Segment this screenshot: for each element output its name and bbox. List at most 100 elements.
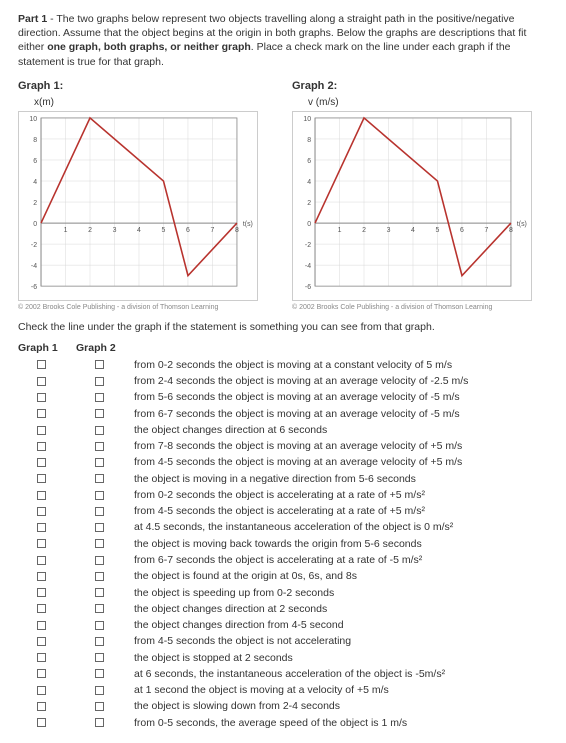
checkbox-graph2[interactable] xyxy=(95,637,104,646)
table-header: Graph 1 Graph 2 xyxy=(18,341,548,355)
checkbox-graph2[interactable] xyxy=(95,393,104,402)
graphs-row: Graph 1: x(m) 12345678-6-4-20246810t(s) … xyxy=(18,79,548,313)
graph-1-ylabel: x(m) xyxy=(34,96,274,110)
statement-row: at 4.5 seconds, the instantaneous accele… xyxy=(18,519,548,535)
checkbox-graph1[interactable] xyxy=(37,474,46,483)
svg-text:7: 7 xyxy=(485,227,489,234)
statement-text: the object changes direction at 2 second… xyxy=(134,601,548,617)
checkbox-graph1[interactable] xyxy=(37,556,46,565)
statement-row: from 4-5 seconds the object is accelerat… xyxy=(18,503,548,519)
svg-text:7: 7 xyxy=(211,227,215,234)
checkbox-graph1[interactable] xyxy=(37,604,46,613)
checkbox-graph2[interactable] xyxy=(95,572,104,581)
checkbox-graph2[interactable] xyxy=(95,718,104,727)
checkbox-graph2[interactable] xyxy=(95,539,104,548)
svg-text:-4: -4 xyxy=(31,263,37,270)
checkbox-graph2[interactable] xyxy=(95,588,104,597)
checkbox-graph2[interactable] xyxy=(95,458,104,467)
checkbox-graph1[interactable] xyxy=(37,718,46,727)
statement-text: from 0-2 seconds the object is moving at… xyxy=(134,357,548,373)
statement-text: from 0-2 seconds the object is accelerat… xyxy=(134,487,548,503)
svg-text:4: 4 xyxy=(137,227,141,234)
statement-row: from 0-2 seconds the object is moving at… xyxy=(18,357,548,373)
checkbox-graph1[interactable] xyxy=(37,426,46,435)
statement-row: the object changes direction at 6 second… xyxy=(18,422,548,438)
svg-text:4: 4 xyxy=(33,179,37,186)
svg-text:-6: -6 xyxy=(305,284,311,291)
graph-1-column: Graph 1: x(m) 12345678-6-4-20246810t(s) … xyxy=(18,79,274,313)
statement-row: from 6-7 seconds the object is moving at… xyxy=(18,406,548,422)
checkbox-graph1[interactable] xyxy=(37,653,46,662)
svg-text:6: 6 xyxy=(33,158,37,165)
checkbox-graph2[interactable] xyxy=(95,491,104,500)
graph-2-column: Graph 2: v (m/s) 12345678-6-4-20246810t(… xyxy=(292,79,548,313)
checkbox-graph2[interactable] xyxy=(95,556,104,565)
checkbox-graph2[interactable] xyxy=(95,507,104,516)
statement-text: at 1 second the object is moving at a ve… xyxy=(134,682,548,698)
checkbox-graph2[interactable] xyxy=(95,409,104,418)
checkbox-graph1[interactable] xyxy=(37,393,46,402)
checkbox-graph2[interactable] xyxy=(95,474,104,483)
checkbox-graph1[interactable] xyxy=(37,360,46,369)
statement-text: the object is slowing down from 2-4 seco… xyxy=(134,698,548,714)
checkbox-graph1[interactable] xyxy=(37,442,46,451)
svg-text:6: 6 xyxy=(307,158,311,165)
statement-text: the object changes direction from 4-5 se… xyxy=(134,617,548,633)
svg-text:-2: -2 xyxy=(31,242,37,249)
checkbox-graph1[interactable] xyxy=(37,572,46,581)
statement-text: from 6-7 seconds the object is accelerat… xyxy=(134,552,548,568)
statement-row: from 4-5 seconds the object is moving at… xyxy=(18,454,548,470)
graph-1-plot: 12345678-6-4-20246810t(s) xyxy=(18,111,258,301)
checkbox-graph1[interactable] xyxy=(37,523,46,532)
statement-row: from 6-7 seconds the object is accelerat… xyxy=(18,552,548,568)
svg-text:5: 5 xyxy=(436,227,440,234)
checkbox-graph1[interactable] xyxy=(37,507,46,516)
statement-row: from 4-5 seconds the object is not accel… xyxy=(18,633,548,649)
statement-row: the object is speeding up from 0-2 secon… xyxy=(18,585,548,601)
checkbox-graph2[interactable] xyxy=(95,653,104,662)
checkbox-graph1[interactable] xyxy=(37,588,46,597)
checkbox-graph1[interactable] xyxy=(37,637,46,646)
graph-2-title: Graph 2: xyxy=(292,79,548,94)
instructions-bold2: one graph, both graphs, or neither graph xyxy=(47,41,251,53)
checkbox-graph1[interactable] xyxy=(37,702,46,711)
statement-row: from 7-8 seconds the object is moving at… xyxy=(18,438,548,454)
checkbox-graph2[interactable] xyxy=(95,621,104,630)
svg-text:-4: -4 xyxy=(305,263,311,270)
svg-text:-2: -2 xyxy=(305,242,311,249)
statement-text: from 4-5 seconds the object is moving at… xyxy=(134,454,548,470)
checkbox-graph1[interactable] xyxy=(37,377,46,386)
checkbox-graph2[interactable] xyxy=(95,523,104,532)
checkbox-graph2[interactable] xyxy=(95,360,104,369)
svg-text:8: 8 xyxy=(509,227,513,234)
svg-text:t(s): t(s) xyxy=(243,221,253,228)
svg-text:t(s): t(s) xyxy=(517,221,527,228)
statement-row: the object is found at the origin at 0s,… xyxy=(18,568,548,584)
checkbox-graph2[interactable] xyxy=(95,686,104,695)
checkbox-graph1[interactable] xyxy=(37,669,46,678)
checkbox-graph2[interactable] xyxy=(95,669,104,678)
statement-text: from 7-8 seconds the object is moving at… xyxy=(134,438,548,454)
svg-text:4: 4 xyxy=(307,179,311,186)
statement-text: at 6 seconds, the instantaneous accelera… xyxy=(134,666,548,682)
checkbox-graph1[interactable] xyxy=(37,409,46,418)
statement-row: the object changes direction from 4-5 se… xyxy=(18,617,548,633)
statement-text: from 2-4 seconds the object is moving at… xyxy=(134,373,548,389)
checkbox-graph1[interactable] xyxy=(37,458,46,467)
svg-text:8: 8 xyxy=(33,137,37,144)
svg-text:2: 2 xyxy=(88,227,92,234)
checkbox-graph2[interactable] xyxy=(95,377,104,386)
checkbox-graph2[interactable] xyxy=(95,604,104,613)
check-instruction: Check the line under the graph if the st… xyxy=(18,320,548,334)
checkbox-graph2[interactable] xyxy=(95,702,104,711)
statement-text: from 4-5 seconds the object is not accel… xyxy=(134,633,548,649)
checkbox-graph1[interactable] xyxy=(37,621,46,630)
checkbox-graph1[interactable] xyxy=(37,686,46,695)
svg-text:6: 6 xyxy=(186,227,190,234)
checkbox-graph1[interactable] xyxy=(37,491,46,500)
checkbox-graph1[interactable] xyxy=(37,539,46,548)
checkbox-graph2[interactable] xyxy=(95,442,104,451)
graph-1-copyright: © 2002 Brooks Cole Publishing - a divisi… xyxy=(18,303,274,312)
statement-text: the object is found at the origin at 0s,… xyxy=(134,568,548,584)
checkbox-graph2[interactable] xyxy=(95,426,104,435)
